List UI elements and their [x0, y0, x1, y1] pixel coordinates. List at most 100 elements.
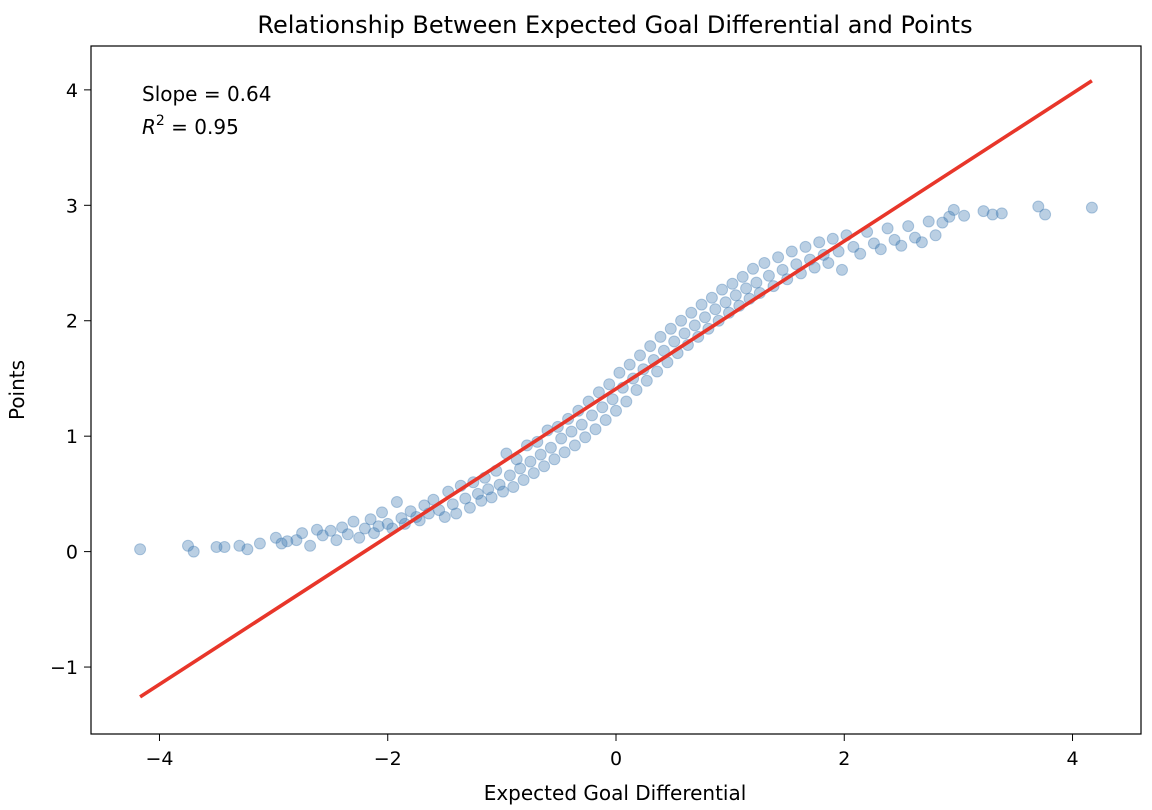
- data-point: [888, 233, 901, 246]
- data-point: [482, 483, 495, 496]
- data-point: [634, 349, 646, 362]
- data-point: [1032, 200, 1045, 213]
- data-point: [1085, 201, 1098, 214]
- data-point: [296, 527, 309, 540]
- data-point: [390, 496, 403, 508]
- data-point: [762, 269, 775, 282]
- data-point: [311, 523, 323, 536]
- data-point: [902, 220, 915, 233]
- data-point: [881, 222, 894, 235]
- data-point: [836, 263, 848, 276]
- data-point: [678, 327, 691, 340]
- data-point: [589, 423, 602, 436]
- data-point: [134, 543, 147, 556]
- data-point: [654, 330, 667, 343]
- r-squared-value: = 0.95: [165, 115, 239, 139]
- data-point: [644, 340, 657, 353]
- data-point: [579, 431, 592, 444]
- data-point: [726, 277, 739, 290]
- data-point: [958, 209, 971, 222]
- data-point: [705, 291, 718, 304]
- data-point: [275, 537, 288, 550]
- x-tick-label: −4: [145, 748, 173, 770]
- data-point: [372, 520, 385, 533]
- data-point: [347, 515, 360, 528]
- data-point: [740, 282, 753, 295]
- data-point: [826, 232, 839, 245]
- chart-title: Relationship Between Expected Goal Diffe…: [257, 11, 972, 39]
- data-point: [218, 541, 231, 553]
- y-tick-label: 3: [66, 195, 78, 217]
- y-tick-label: 4: [66, 80, 78, 102]
- data-point: [630, 384, 643, 396]
- data-point: [699, 311, 711, 324]
- x-axis-ticks: −4 −2 0 2 4: [145, 734, 1079, 770]
- data-point: [688, 319, 701, 332]
- data-point: [719, 296, 732, 309]
- data-point: [364, 513, 377, 526]
- data-point: [527, 467, 540, 480]
- data-point: [922, 215, 935, 228]
- data-point: [304, 539, 317, 552]
- data-point: [395, 512, 408, 525]
- data-point: [368, 527, 380, 540]
- data-point: [729, 289, 742, 302]
- data-point: [336, 521, 349, 534]
- data-point: [847, 240, 860, 253]
- data-point: [716, 283, 729, 296]
- data-point: [538, 460, 551, 473]
- data-point: [606, 393, 619, 406]
- scatter-points: [134, 200, 1098, 558]
- data-point: [463, 501, 476, 514]
- data-point: [534, 448, 547, 461]
- data-point: [586, 409, 598, 422]
- data-point: [915, 236, 928, 249]
- data-point: [977, 205, 990, 218]
- data-point: [758, 257, 771, 269]
- x-tick-label: 0: [610, 748, 622, 770]
- data-point: [895, 239, 908, 252]
- data-point: [450, 507, 463, 520]
- data-point: [986, 208, 999, 221]
- data-point: [514, 462, 527, 475]
- data-point: [507, 481, 520, 493]
- data-point: [269, 531, 282, 544]
- data-point: [790, 258, 803, 271]
- data-point: [750, 276, 763, 289]
- data-point: [233, 539, 246, 552]
- data-point: [438, 511, 451, 523]
- slope-annotation: Slope = 0.64: [142, 82, 272, 106]
- y-tick-label: −1: [50, 657, 78, 679]
- data-point: [685, 306, 698, 319]
- data-point: [640, 374, 653, 387]
- data-point: [995, 207, 1008, 220]
- data-point: [668, 335, 681, 348]
- data-point: [747, 262, 759, 275]
- data-point: [241, 543, 254, 556]
- data-point: [675, 314, 688, 327]
- data-point: [623, 358, 636, 371]
- data-point: [772, 251, 785, 264]
- data-point: [493, 478, 506, 491]
- data-point: [695, 298, 708, 311]
- data-point: [281, 535, 294, 548]
- data-point: [471, 487, 484, 500]
- data-point: [517, 474, 530, 486]
- data-point: [558, 446, 571, 459]
- data-point: [596, 401, 609, 414]
- data-point: [316, 529, 329, 542]
- y-tick-label: 2: [66, 311, 78, 333]
- data-point: [947, 203, 960, 216]
- data-point: [874, 243, 887, 256]
- data-point: [555, 432, 568, 445]
- data-point: [813, 236, 826, 249]
- y-axis-ticks: −1 0 1 2 3 4: [50, 80, 91, 679]
- regression-line: [139, 79, 1093, 699]
- r-squared-annotation: R2 = 0.95: [142, 113, 239, 139]
- data-point: [620, 395, 633, 408]
- data-point: [381, 517, 394, 530]
- data-point: [929, 229, 942, 242]
- data-point: [475, 494, 488, 507]
- r-squared-exponent: 2: [156, 113, 165, 129]
- data-point: [1039, 208, 1052, 221]
